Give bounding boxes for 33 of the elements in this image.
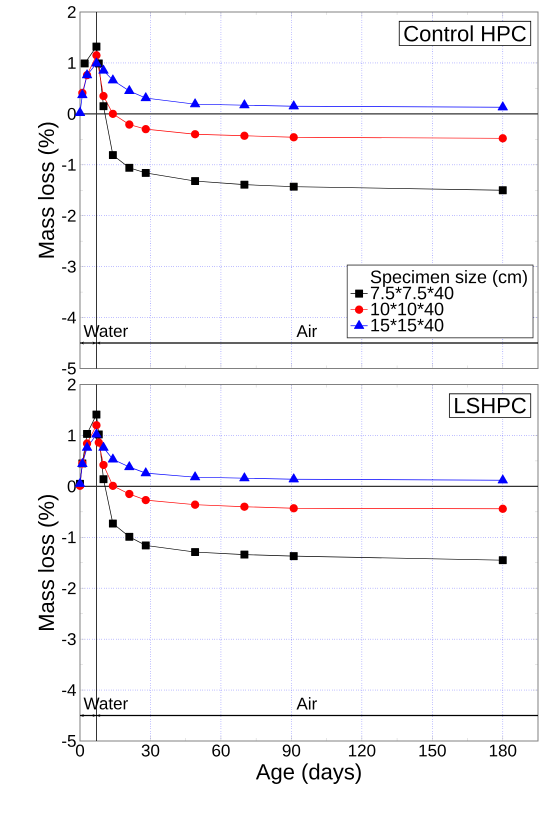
y-tick-label: 2 xyxy=(68,378,76,390)
y-tick-label: -5 xyxy=(62,735,76,747)
y-tick-label: 0 xyxy=(68,480,76,492)
x-tick-label: 150 xyxy=(419,744,446,757)
y-tick-label: -1 xyxy=(62,531,76,544)
y-tick-label: -4 xyxy=(62,312,76,324)
y-tick-label: -2 xyxy=(62,582,76,594)
chart-title: LSHPC xyxy=(455,398,526,414)
x-tick-label: 120 xyxy=(348,744,376,757)
y-tick-label: -3 xyxy=(62,260,76,273)
y-tick-label: -1 xyxy=(62,158,76,171)
annotation: Air xyxy=(296,324,317,337)
y-tick-label: 0 xyxy=(68,108,76,120)
y-axis-title: Mass loss (%) xyxy=(38,495,58,630)
chart-title: Control HPC xyxy=(404,25,526,42)
legend-label: 7.5*7.5*40 xyxy=(370,286,454,300)
y-tick-label: -5 xyxy=(62,362,76,374)
legend-label: 15*15*40 xyxy=(371,318,444,332)
x-tick-label: 180 xyxy=(490,744,516,757)
y-tick-label: -3 xyxy=(62,633,76,646)
y-axis-title: Mass loss (%) xyxy=(38,122,58,258)
x-axis-title: Age (days) xyxy=(256,763,361,784)
y-tick-label: -4 xyxy=(62,684,76,696)
y-tick-label: -2 xyxy=(62,210,76,222)
x-tick-label: 30 xyxy=(142,744,160,757)
y-tick-label: 1 xyxy=(68,57,76,69)
legend-title: Specimen size (cm) xyxy=(370,270,527,287)
annotation: Air xyxy=(296,697,317,710)
legend-label: 10*10*40 xyxy=(371,302,444,316)
x-tick-label: 60 xyxy=(212,744,230,757)
y-tick-label: 1 xyxy=(68,430,76,442)
y-tick-label: 2 xyxy=(68,6,76,18)
x-tick-label: 90 xyxy=(282,744,300,757)
